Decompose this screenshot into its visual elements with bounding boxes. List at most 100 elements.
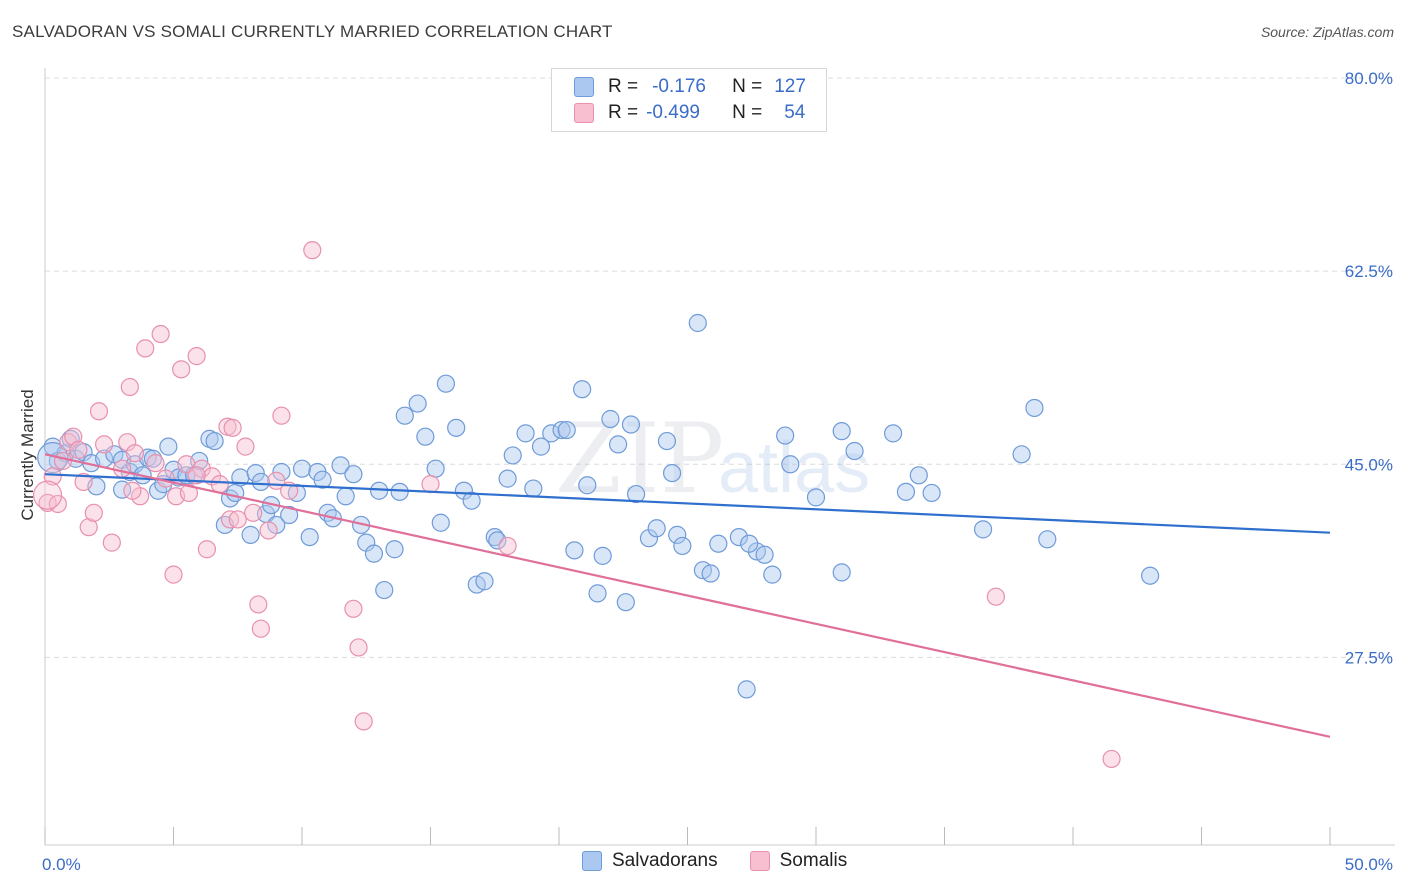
salvadoran-point bbox=[408, 394, 427, 413]
somali-point bbox=[1102, 749, 1121, 769]
salvadoran-point bbox=[709, 534, 728, 553]
legend-r-value: -0.499 bbox=[646, 102, 700, 123]
series-label-salvadorans: Salvadorans bbox=[612, 850, 718, 871]
somali-point bbox=[125, 444, 145, 463]
somali-point bbox=[74, 472, 93, 492]
salvadorans-trend-line bbox=[44, 473, 1331, 534]
salvadoran-point bbox=[503, 446, 522, 465]
legend-row-salvadorans: R = -0.176 N = 127 bbox=[574, 74, 806, 100]
trend-lines bbox=[44, 453, 1331, 738]
salvadoran-point bbox=[159, 437, 178, 456]
source-credit: Source: ZipAtlas.com bbox=[1260, 24, 1394, 40]
legend-row-somalis: R = -0.499 N = 54 bbox=[574, 100, 805, 126]
salvadoran-point bbox=[593, 546, 612, 565]
series-legend: Salvadorans Somalis bbox=[582, 850, 879, 872]
legend-n-value: 127 bbox=[774, 76, 806, 97]
salvadoran-point bbox=[447, 418, 466, 437]
salvadorans-points bbox=[37, 313, 1160, 699]
somali-point bbox=[120, 377, 139, 397]
salvadoran-point bbox=[454, 481, 474, 500]
salvadoran-point bbox=[485, 527, 504, 547]
salvadoran-point bbox=[729, 527, 749, 547]
salvadoran-point bbox=[205, 431, 224, 451]
salvadoran-point bbox=[241, 525, 260, 544]
y-tick-label: 27.5% bbox=[1345, 648, 1393, 667]
y-tick-label: 80.0% bbox=[1345, 69, 1393, 88]
watermark-atlas: atlas bbox=[718, 428, 870, 508]
salvadoran-point bbox=[639, 529, 659, 548]
salvadoran-point bbox=[272, 462, 291, 482]
salvadoran-point bbox=[909, 466, 928, 485]
salvadoran-point bbox=[462, 491, 481, 510]
salvadoran-point bbox=[431, 513, 450, 532]
somali-point bbox=[986, 587, 1006, 606]
legend-n-label: N = bbox=[732, 102, 763, 123]
salvadoran-point bbox=[336, 487, 355, 506]
salvadoran-point bbox=[385, 540, 404, 559]
somali-point bbox=[223, 418, 242, 437]
somali-point bbox=[32, 480, 63, 510]
salvadoran-point bbox=[416, 427, 435, 446]
somali-point bbox=[123, 481, 142, 500]
grid-lines bbox=[45, 77, 1395, 658]
salvadoran-point bbox=[668, 525, 687, 544]
salvadoran-point bbox=[845, 441, 864, 461]
somali-point bbox=[172, 360, 191, 379]
salvadoran-point bbox=[1012, 445, 1031, 464]
somali-point bbox=[146, 454, 165, 473]
salvadoran-point bbox=[588, 584, 607, 603]
salvadoran-point bbox=[542, 424, 561, 443]
series-legend-salvadorans[interactable]: Salvadorans bbox=[582, 850, 718, 872]
somali-point bbox=[179, 483, 199, 503]
salvadoran-point bbox=[251, 472, 270, 492]
salvadoran-point bbox=[647, 519, 666, 538]
salvadoran-point bbox=[375, 580, 394, 600]
salvadoran-point bbox=[292, 459, 312, 478]
salvadoran-point bbox=[557, 420, 576, 440]
salvadoran-point bbox=[621, 415, 641, 434]
salvadoran-point bbox=[426, 459, 445, 478]
salvadoran-point bbox=[313, 470, 332, 489]
salvadoran-point bbox=[626, 484, 646, 504]
salvadoran-point bbox=[1140, 566, 1160, 585]
tick-labels: 27.5% 45.0% 62.5% 80.0% 0.0% 50.0% bbox=[42, 69, 1393, 874]
salvadoran-point bbox=[832, 422, 851, 441]
salvadoran-point bbox=[578, 476, 597, 495]
x-tick-label: 0.0% bbox=[42, 855, 81, 874]
salvadoran-point bbox=[737, 680, 756, 699]
somali-point bbox=[53, 451, 73, 471]
somali-point bbox=[303, 241, 322, 260]
somali-point bbox=[187, 466, 206, 485]
salvadoran-point bbox=[498, 469, 517, 488]
y-tick-label: 45.0% bbox=[1345, 455, 1393, 474]
salvadoran-point bbox=[781, 455, 800, 474]
salvadoran-point bbox=[1025, 398, 1044, 418]
salvadoran-point bbox=[832, 563, 851, 582]
somali-point bbox=[249, 595, 268, 614]
correlation-legend: R = -0.176 N = 127 R = -0.499 N = 54 bbox=[551, 68, 827, 132]
series-legend-somalis[interactable]: Somalis bbox=[749, 850, 847, 872]
somali-point bbox=[498, 536, 517, 556]
salvadoran-point bbox=[776, 426, 795, 445]
salvadoran-point bbox=[688, 313, 707, 333]
salvadoran-point bbox=[609, 435, 628, 454]
salvadoran-point bbox=[922, 483, 941, 503]
salvadoran-point bbox=[246, 463, 265, 483]
somali-point bbox=[236, 437, 255, 456]
salvadoran-point bbox=[573, 380, 592, 399]
somalis-trend-line bbox=[44, 453, 1331, 738]
salvadoran-point bbox=[395, 406, 414, 425]
somali-point bbox=[136, 339, 155, 358]
salvadoran-point bbox=[531, 437, 551, 456]
salvadoran-point bbox=[524, 479, 543, 498]
somali-point bbox=[69, 440, 88, 460]
somali-point bbox=[89, 402, 109, 421]
salvadoran-point bbox=[226, 483, 245, 503]
salvadoran-point bbox=[701, 564, 720, 583]
somali-point bbox=[164, 565, 183, 584]
salvadoran-point bbox=[488, 531, 507, 550]
salvadoran-point bbox=[657, 431, 677, 451]
legend-r-label: R = bbox=[608, 76, 639, 97]
somali-point bbox=[349, 638, 368, 657]
legend-n-value: 54 bbox=[784, 102, 806, 123]
